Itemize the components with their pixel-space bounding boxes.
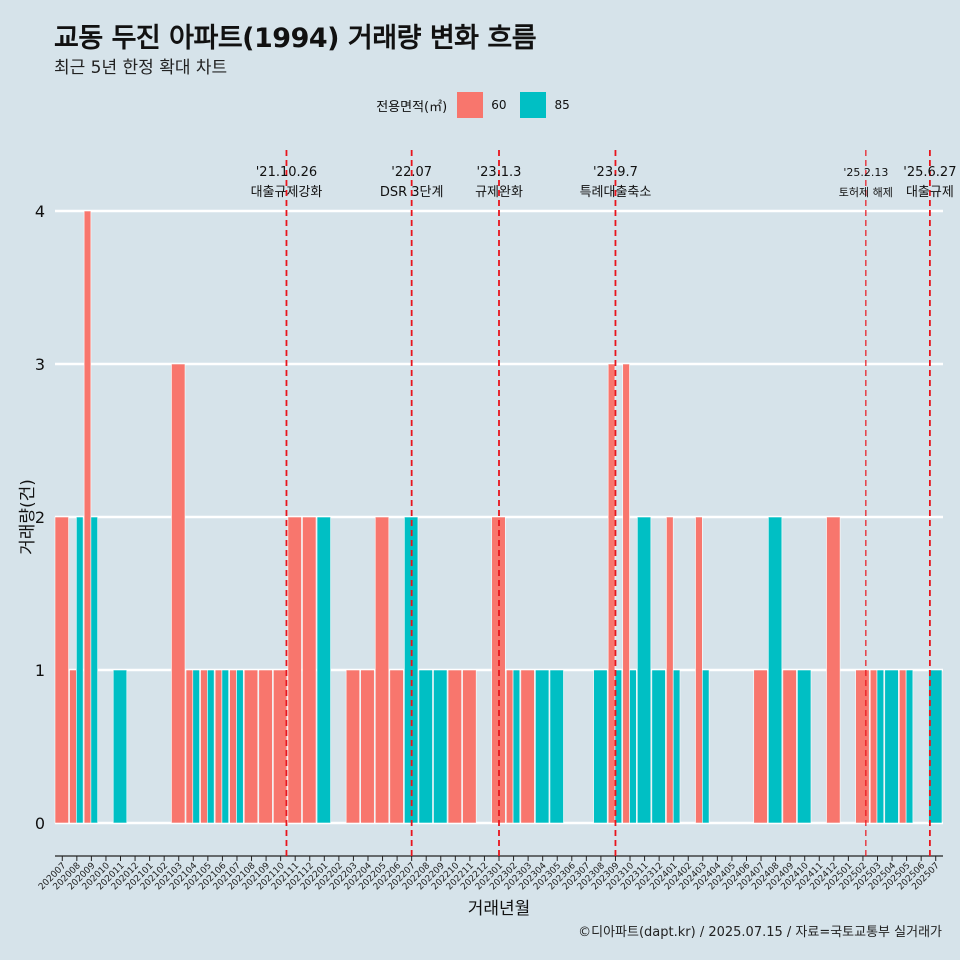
y-tick-label: 2 bbox=[35, 508, 45, 527]
bar-60 bbox=[899, 669, 907, 824]
bar-60 bbox=[782, 669, 797, 824]
bar-85 bbox=[418, 669, 433, 824]
bar-60 bbox=[258, 669, 273, 824]
bar-60 bbox=[462, 669, 477, 824]
event-date: '25.2.13 bbox=[843, 166, 888, 179]
event-label: 토허제 해제 bbox=[839, 185, 893, 199]
bar-85 bbox=[797, 669, 812, 824]
bar-85 bbox=[884, 669, 899, 824]
bar-60 bbox=[83, 210, 92, 824]
bar-85 bbox=[221, 669, 229, 824]
bar-60 bbox=[243, 669, 259, 824]
y-tick-label: 3 bbox=[35, 355, 45, 374]
event-label: 특례대출축소 bbox=[580, 185, 652, 200]
chart-title: 교동 두진 아파트(1994) 거래량 변화 흐름 bbox=[54, 23, 537, 54]
event-date: '23.1.3 bbox=[477, 165, 522, 180]
x-axis-title: 거래년월 bbox=[468, 899, 531, 919]
y-tick-label: 0 bbox=[35, 814, 45, 833]
bar-85 bbox=[236, 669, 244, 824]
bar-85 bbox=[702, 669, 710, 824]
bar-85 bbox=[768, 516, 783, 824]
bar-60 bbox=[185, 669, 194, 824]
y-tick-label: 4 bbox=[35, 202, 45, 221]
bar-85 bbox=[876, 669, 885, 824]
event-date: '22.07 bbox=[391, 165, 432, 180]
bar-60 bbox=[171, 363, 186, 824]
bar-60 bbox=[753, 669, 768, 824]
bar-60 bbox=[869, 669, 878, 824]
source-caption: ©디아파트(dapt.kr) / 2025.07.15 / 자료=국토교통부 실… bbox=[578, 925, 942, 940]
bar-85 bbox=[636, 516, 652, 824]
chart-subtitle: 최근 5년 한정 확대 차트 bbox=[54, 58, 228, 78]
bar-85 bbox=[512, 669, 521, 824]
bar-60 bbox=[214, 669, 223, 824]
bar-85 bbox=[651, 669, 666, 824]
bar-85 bbox=[614, 669, 623, 824]
legend-label-85: 85 bbox=[554, 98, 570, 112]
bar-60 bbox=[200, 669, 208, 824]
bar-85 bbox=[76, 516, 84, 824]
event-label: DSR 3단계 bbox=[380, 185, 444, 200]
bar-85 bbox=[549, 669, 564, 824]
bar-60 bbox=[622, 363, 630, 824]
bar-60 bbox=[345, 669, 361, 824]
bar-85 bbox=[192, 669, 200, 824]
bar-60 bbox=[374, 516, 390, 824]
legend-label-60: 60 bbox=[491, 98, 507, 112]
bar-60 bbox=[273, 669, 288, 824]
y-axis-title: 거래량(건) bbox=[18, 479, 38, 555]
bar-60 bbox=[505, 669, 514, 824]
bar-85 bbox=[90, 516, 98, 824]
bar-60 bbox=[302, 516, 317, 824]
event-label: 규제완화 bbox=[475, 185, 523, 200]
bar-60 bbox=[607, 363, 616, 824]
bar-85 bbox=[207, 669, 215, 824]
event-date: '23.9.7 bbox=[593, 165, 638, 180]
event-label: 대출규제강화 bbox=[251, 185, 323, 200]
bar-60 bbox=[826, 516, 841, 824]
bar-60 bbox=[695, 516, 703, 824]
y-tick-label: 1 bbox=[35, 661, 45, 680]
bar-60 bbox=[520, 669, 535, 824]
bar-85 bbox=[112, 669, 128, 824]
legend: 전용면적(㎡) 60 85 bbox=[0, 92, 960, 118]
bar-85 bbox=[433, 669, 448, 824]
event-label: 대출규제 bbox=[906, 185, 954, 200]
bar-85 bbox=[535, 669, 550, 824]
bar-60 bbox=[360, 669, 375, 824]
bar-60 bbox=[389, 669, 404, 824]
bar-60 bbox=[229, 669, 237, 824]
event-date: '25.6.27 bbox=[903, 165, 956, 180]
bar-85 bbox=[905, 669, 914, 824]
legend-title: 전용면적(㎡) bbox=[376, 99, 448, 115]
bar-85 bbox=[629, 669, 637, 824]
event-date: '21.10.26 bbox=[256, 165, 317, 180]
legend-swatch-60 bbox=[457, 92, 484, 118]
bar-85 bbox=[593, 669, 608, 824]
bar-60 bbox=[666, 516, 674, 824]
bar-60 bbox=[855, 669, 870, 824]
legend-swatch-85 bbox=[520, 92, 547, 118]
bar-85 bbox=[316, 516, 331, 824]
bar-60 bbox=[447, 669, 462, 824]
bar-60 bbox=[69, 669, 77, 824]
bar-60 bbox=[287, 516, 302, 824]
bar-85 bbox=[672, 669, 681, 824]
bar-85 bbox=[928, 669, 943, 824]
bar-60 bbox=[54, 516, 69, 824]
